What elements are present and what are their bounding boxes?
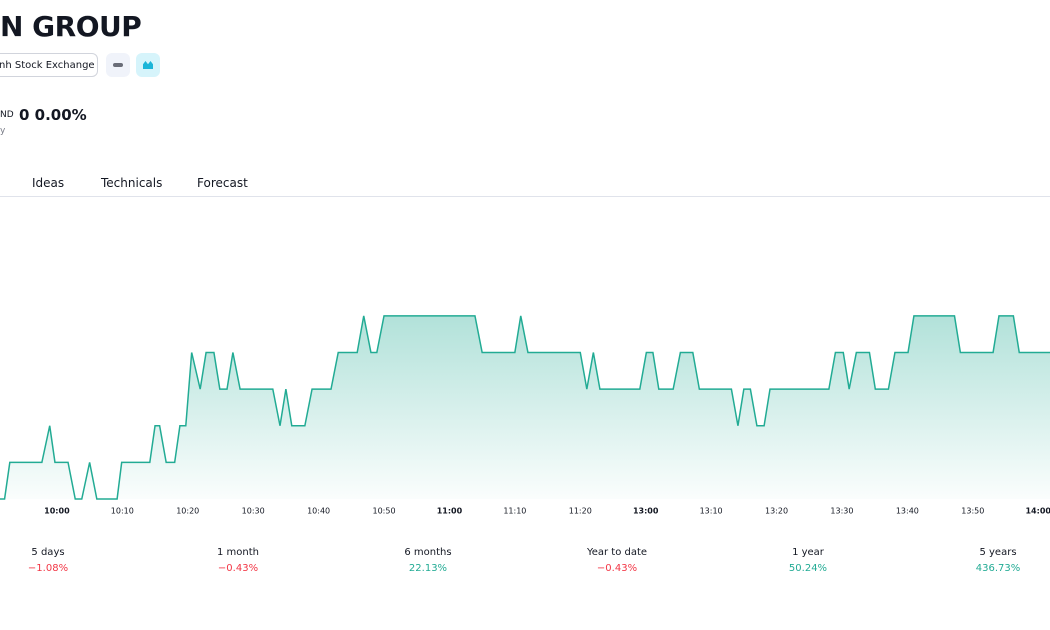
x-tick-label: 13:50 [961,507,984,516]
period-label: 1 year [792,547,824,558]
period-label: 6 months [404,547,452,558]
x-tick-label: 14:00 [1025,507,1050,516]
tab[interactable]: Technicals [101,176,163,190]
title: N GROUP [0,10,142,43]
period-change: −0.43% [217,563,259,574]
period-change: −0.43% [596,563,638,574]
x-tick-label: 11:10 [503,507,526,516]
x-tick-label: 10:30 [242,507,265,516]
period-change: 50.24% [788,563,828,574]
exchange-chip[interactable]: nh Stock Exchange [0,53,98,77]
x-tick-label: 10:40 [307,507,330,516]
x-tick-label: 13:40 [896,507,919,516]
period-label: Year to date [586,547,648,558]
period-label: 5 days [31,547,65,558]
area [0,315,1050,499]
x-tick-label: 13:00 [633,507,659,516]
icon-button[interactable] [136,53,160,77]
currency: ND [0,110,14,120]
tab[interactable]: Forecast [197,176,248,190]
x-tick-label: 11:20 [569,507,592,516]
divider [0,196,1050,197]
x-tick-label: 13:20 [765,507,788,516]
tab[interactable]: Ideas [32,176,65,190]
period-label: 5 years [979,547,1017,558]
x-tick-label: 10:10 [111,507,134,516]
icon-button[interactable] [106,53,130,77]
period-label: 1 month [217,547,259,558]
period-change: −1.08% [27,563,69,574]
x-tick-label: 10:00 [44,507,70,516]
x-tick-label: 10:20 [176,507,199,516]
line [0,315,1050,500]
x-tick-label: 10:50 [372,507,395,516]
x-tick-label: 13:10 [700,507,723,516]
period-change: 22.13% [408,563,448,574]
note: y [0,126,6,136]
x-tick-label: 11:00 [437,507,463,516]
x-tick-label: 13:30 [830,507,853,516]
period-change: 436.73% [975,563,1021,574]
price-change: 0 0.00% [19,106,87,124]
